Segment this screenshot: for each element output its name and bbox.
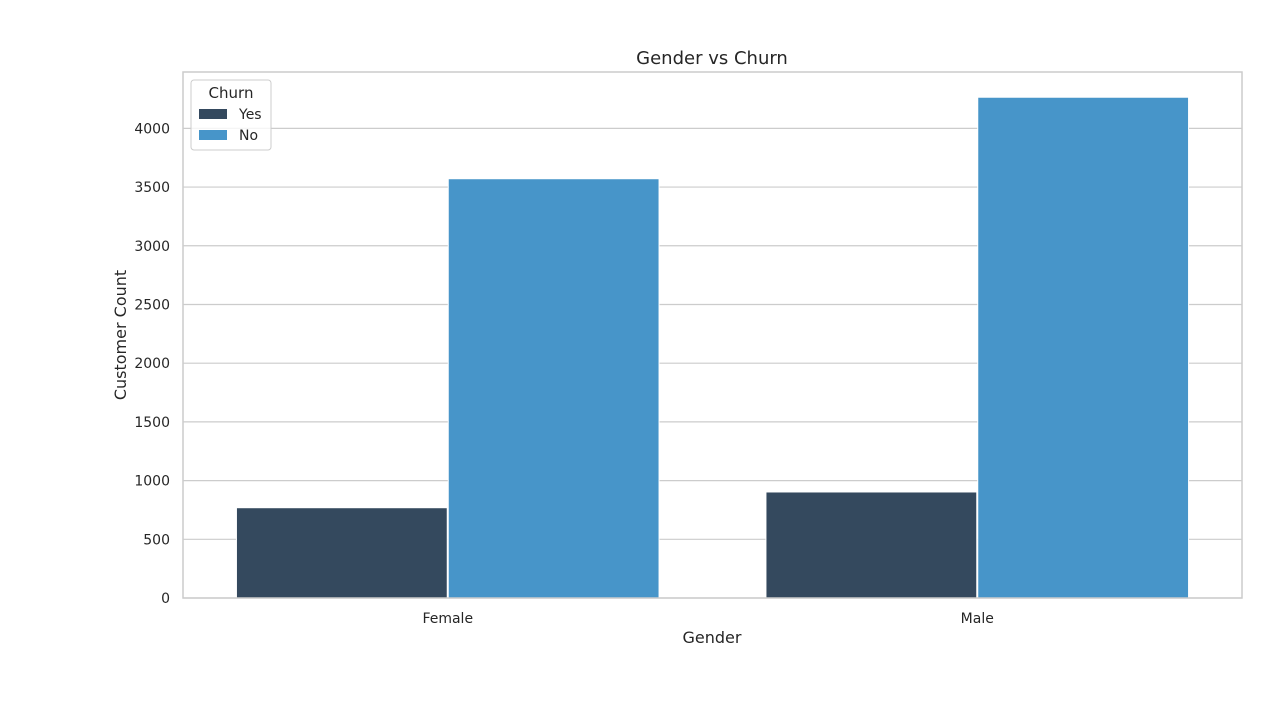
y-axis-label: Customer Count — [111, 270, 130, 400]
legend: Churn Yes No — [190, 79, 272, 151]
x-axis-label: Gender — [683, 628, 742, 647]
bar-male-no — [977, 96, 1190, 599]
y-tick-label: 500 — [143, 532, 170, 548]
y-tick-label: 1500 — [134, 415, 170, 431]
plot-frame — [182, 71, 1243, 599]
y-tick-label: 3500 — [134, 180, 170, 196]
legend-swatch-no — [199, 130, 227, 140]
y-tick-labels: 0 500 1000 1500 2000 2500 3000 3500 4000 — [134, 121, 170, 607]
x-tick-label: Female — [422, 611, 473, 627]
legend-label-yes: Yes — [238, 107, 262, 123]
bar-male-yes — [765, 491, 978, 599]
y-tick-label: 3000 — [134, 239, 170, 255]
y-tick-label: 2500 — [134, 297, 170, 313]
y-tick-label: 1000 — [134, 474, 170, 490]
bars — [235, 96, 1190, 599]
legend-swatch-yes — [199, 109, 227, 119]
chart-title: Gender vs Churn — [636, 48, 788, 69]
legend-title: Churn — [209, 84, 254, 102]
x-tick-label: Male — [961, 611, 994, 627]
y-tick-label: 2000 — [134, 356, 170, 372]
legend-items: Yes No — [199, 107, 262, 144]
bar-female-yes — [235, 507, 448, 599]
y-tick-label: 0 — [161, 591, 170, 607]
legend-label-no: No — [239, 128, 258, 144]
x-tick-labels: Female Male — [422, 611, 993, 627]
y-tick-label: 4000 — [134, 121, 170, 137]
bar-female-no — [447, 178, 660, 599]
